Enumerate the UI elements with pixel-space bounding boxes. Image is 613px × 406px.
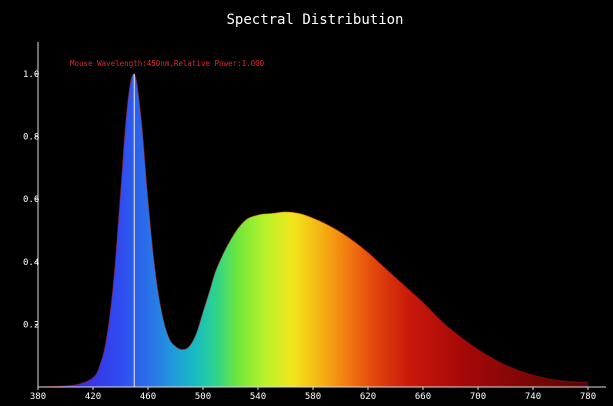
x-tick-label: 380 — [30, 392, 46, 402]
tick-labels: 380 420 460 500 540 580 620 660 700 740 780 0.2 0.4 0… — [23, 70, 596, 402]
chart-title: Spectral Distribution — [226, 12, 403, 28]
y-tick-label: 0.8 — [23, 133, 39, 143]
cursor-readout: Mouse Wavelength:450nm,Relative Power:1.… — [70, 59, 265, 68]
y-tick-label: 1.0 — [23, 70, 39, 80]
spectrum-area — [38, 73, 588, 388]
x-tick-label: 780 — [580, 392, 596, 402]
x-tick-label: 580 — [305, 392, 321, 402]
x-tick-label: 700 — [470, 392, 486, 402]
y-tick-label: 0.4 — [23, 258, 39, 268]
y-tick-label: 0.2 — [23, 320, 39, 330]
x-tick-label: 420 — [85, 392, 101, 402]
axes — [35, 42, 606, 390]
spectrum-line — [37, 73, 589, 388]
x-tick-label: 740 — [525, 392, 541, 402]
x-tick-label: 660 — [415, 392, 431, 402]
x-tick-label: 620 — [360, 392, 376, 402]
series-layer — [37, 73, 589, 388]
x-tick-label: 500 — [195, 392, 211, 402]
x-tick-label: 460 — [140, 392, 156, 402]
x-tick-label: 540 — [250, 392, 266, 402]
y-tick-label: 0.6 — [23, 195, 39, 205]
